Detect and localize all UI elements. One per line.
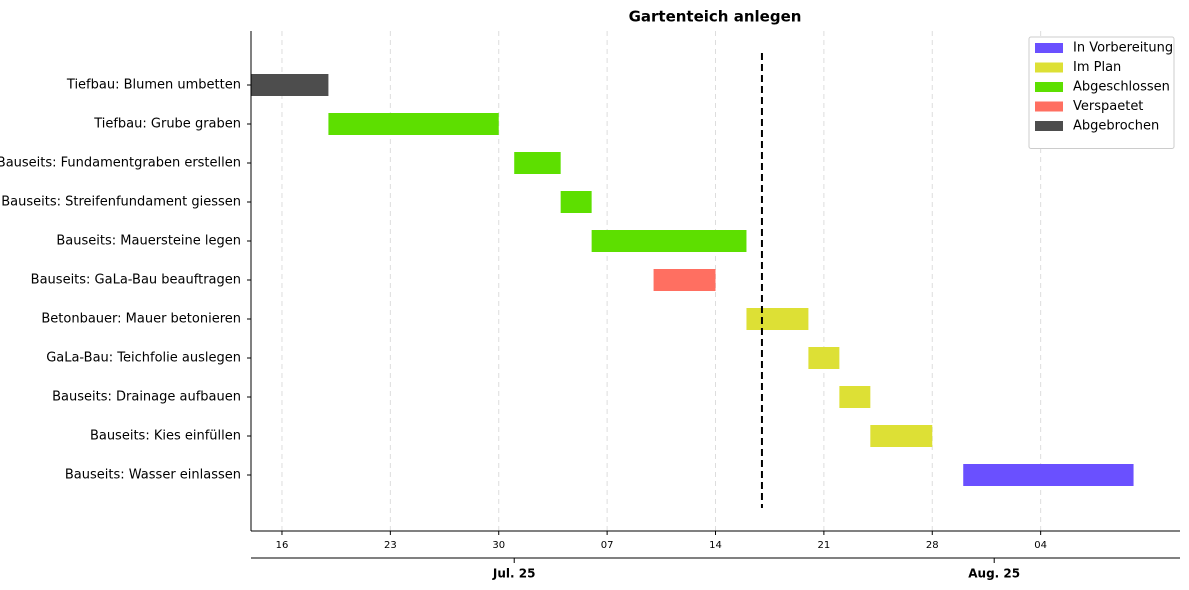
bar [560, 191, 592, 213]
bar [591, 230, 747, 252]
y-tick-label: Bauseits: GaLa-Bau beauftragen [31, 273, 241, 288]
bar [251, 74, 329, 96]
y-tick-label: Tiefbau: Grube graben [93, 117, 241, 132]
y-tick-label: GaLa-Bau: Teichfolie auslegen [46, 351, 241, 366]
x-tick-label: 07 [601, 540, 614, 551]
y-tick-label: Bauseits: Drainage aufbauen [52, 390, 241, 405]
x-tick-label: 28 [926, 540, 939, 551]
x-tick-label: 14 [709, 540, 722, 551]
bar [328, 113, 499, 135]
x-tick-label: 23 [384, 540, 397, 551]
month-tick-label: Aug. 25 [968, 567, 1020, 581]
bar [746, 308, 809, 330]
x-tick-label: 30 [492, 540, 505, 551]
legend-label: Im Plan [1073, 60, 1121, 75]
y-tick-label: Bauseits: Mauersteine legen [56, 234, 241, 249]
y-tick-label: Betonbauer: Mauer betonieren [41, 312, 241, 327]
x-tick-label: 04 [1034, 540, 1047, 551]
y-tick-label: Tiefbau: Blumen umbetten [66, 78, 241, 93]
legend-swatch [1035, 43, 1063, 53]
bar [808, 347, 840, 369]
legend-swatch [1035, 62, 1063, 73]
legend-label: Abgebrochen [1073, 119, 1159, 134]
legend-label: Verspaetet [1073, 99, 1143, 114]
legend-label: Abgeschlossen [1073, 80, 1170, 95]
bar [839, 386, 871, 408]
y-tick-label: Bauseits: Wasser einlassen [65, 468, 241, 483]
y-tick-label: Bauseits: Streifenfundament giessen [1, 195, 241, 210]
bar [870, 425, 933, 447]
legend-swatch [1035, 121, 1063, 131]
legend-label: In Vorbereitung [1073, 41, 1173, 56]
legend-box [1028, 36, 1175, 149]
y-tick-label: Bauseits: Kies einfüllen [90, 429, 241, 444]
bar [514, 152, 561, 174]
y-tick-label: Bauseits: Fundamentgraben erstellen [0, 156, 241, 171]
chart-title: Gartenteich anlegen [629, 8, 802, 26]
legend-swatch [1035, 82, 1063, 92]
x-tick-label: 21 [818, 540, 831, 551]
x-tick-label: 16 [276, 540, 289, 551]
month-tick-label: Jul. 25 [492, 567, 536, 581]
legend-swatch [1035, 101, 1063, 112]
bar [653, 269, 716, 291]
bar [963, 464, 1134, 486]
